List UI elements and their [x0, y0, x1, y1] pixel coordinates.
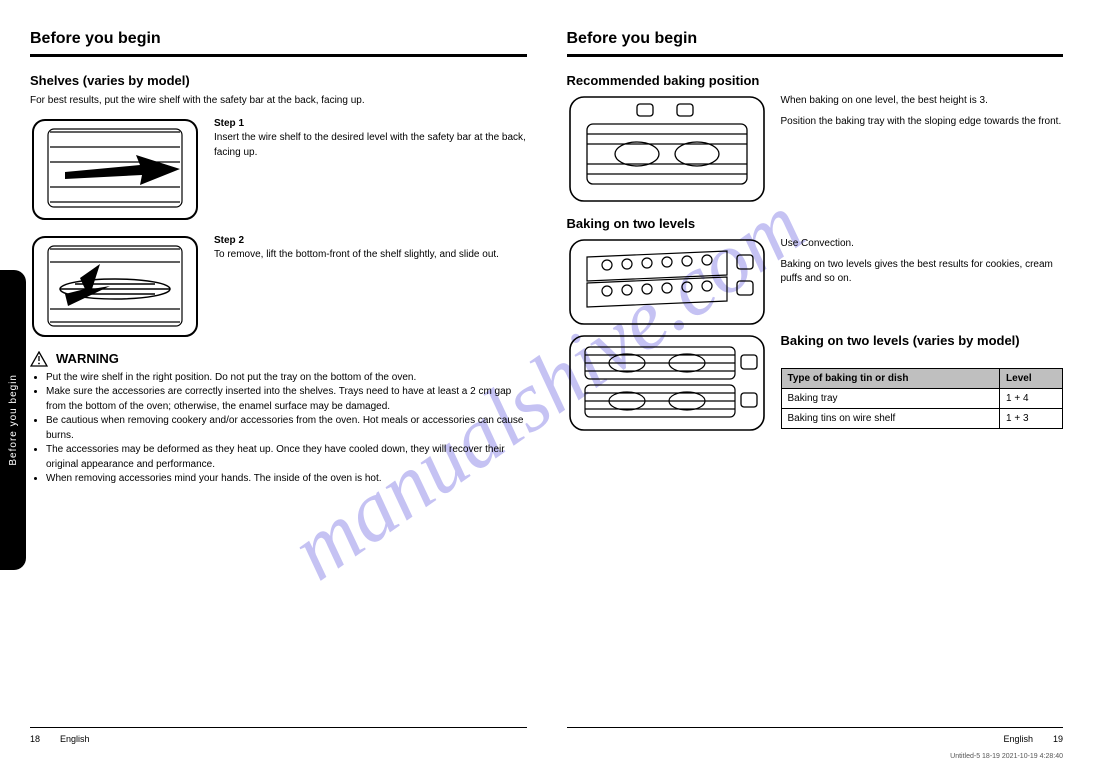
oven-illustration-2 — [30, 234, 200, 339]
intro-para: For best results, put the wire shelf wit… — [30, 94, 527, 109]
table-header: Type of baking tin or dish — [781, 369, 1000, 389]
tray-illustration-1 — [567, 94, 767, 204]
sec1-p1: When baking on one level, the best heigh… — [781, 94, 1064, 109]
warning-icon — [30, 351, 48, 367]
warning-list: Put the wire shelf in the right position… — [30, 371, 527, 487]
print-footer: Untitled-5 18-19 2021-10-19 4:28:40 — [567, 753, 1064, 760]
table-header: Level — [1000, 369, 1063, 389]
page-language: English — [1003, 734, 1033, 744]
sec1-p2: Position the baking tray with the slopin… — [781, 115, 1064, 130]
warning-item: Put the wire shelf in the right position… — [46, 371, 527, 386]
page-number: 18 — [30, 734, 40, 744]
oven-illustration-1 — [30, 117, 200, 222]
sec2-p1: Use Convection. — [781, 237, 1064, 252]
warning-item: When removing accessories mind your hand… — [46, 472, 527, 487]
step2-text: To remove, lift the bottom-front of the … — [214, 248, 527, 263]
step1-label: Step 1 — [214, 118, 244, 129]
side-tab-label: Before you begin — [8, 374, 19, 466]
sec2-p2: Baking on two levels gives the best resu… — [781, 258, 1064, 287]
table-cell: 1 + 4 — [1000, 389, 1063, 409]
left-page: Before you begin Before you begin Shelve… — [30, 30, 527, 744]
table-cell: Baking tray — [781, 389, 1000, 409]
tray-illustration-3 — [567, 333, 767, 433]
warning-item: Be cautious when removing cookery and/or… — [46, 414, 527, 443]
right-page: Before you begin Recommended baking posi… — [567, 30, 1064, 744]
left-heading: Before you begin — [30, 30, 527, 48]
table-cell: Baking tins on wire shelf — [781, 409, 1000, 429]
warning-item: The accessories may be deformed as they … — [46, 443, 527, 472]
page-language: English — [60, 734, 90, 744]
warning-title: WARNING — [56, 351, 119, 366]
page-number: 19 — [1053, 734, 1063, 744]
side-tab: Before you begin — [0, 270, 26, 570]
table-cell: 1 + 3 — [1000, 409, 1063, 429]
page-spread: Before you begin Before you begin Shelve… — [30, 30, 1063, 744]
baking-level-table: Type of baking tin or dish Level Baking … — [781, 368, 1064, 429]
right-footer: English 19 — [567, 727, 1064, 744]
sec2-title: Baking on two levels — [567, 216, 1064, 231]
section-title: Shelves (varies by model) — [30, 73, 527, 88]
warning-item: Make sure the accessories are correctly … — [46, 385, 527, 414]
sec1-title: Recommended baking position — [567, 73, 1064, 88]
step1-text: Insert the wire shelf to the desired lev… — [214, 131, 527, 160]
heading-rule — [30, 54, 527, 57]
left-footer: 18 English — [30, 727, 527, 744]
heading-rule — [567, 54, 1064, 57]
right-heading: Before you begin — [567, 30, 1064, 48]
tray-illustration-2 — [567, 237, 767, 327]
sec3-title: Baking on two levels (varies by model) — [781, 333, 1064, 348]
step2-label: Step 2 — [214, 235, 244, 246]
